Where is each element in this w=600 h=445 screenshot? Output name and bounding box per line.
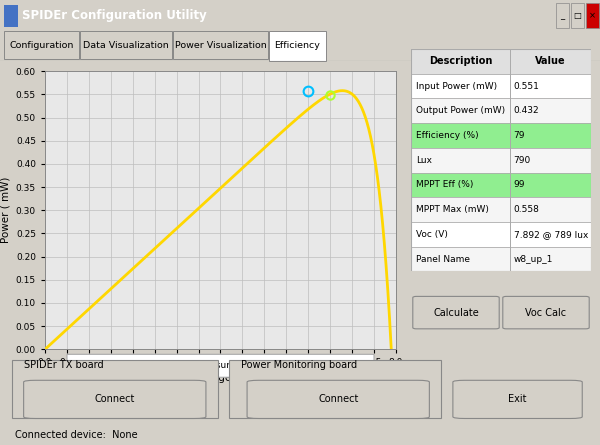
Text: 790: 790 xyxy=(514,156,531,165)
Text: _: _ xyxy=(560,11,565,20)
Bar xyxy=(269,31,326,61)
Bar xyxy=(556,3,569,28)
FancyBboxPatch shape xyxy=(247,380,430,418)
Bar xyxy=(411,222,591,247)
Text: 0.551: 0.551 xyxy=(514,81,539,90)
Text: Measured MPPT: Measured MPPT xyxy=(197,361,268,370)
Text: Input Power (mW): Input Power (mW) xyxy=(416,81,497,90)
Text: Connected device:  None: Connected device: None xyxy=(15,430,137,440)
Text: Data Visualization: Data Visualization xyxy=(83,41,169,50)
Bar xyxy=(411,123,591,148)
FancyBboxPatch shape xyxy=(413,296,499,329)
Text: Power Monitoring board: Power Monitoring board xyxy=(241,360,358,370)
Text: 99: 99 xyxy=(514,180,525,190)
Bar xyxy=(411,148,591,173)
Text: SPIDEr TX board: SPIDEr TX board xyxy=(23,360,103,370)
FancyBboxPatch shape xyxy=(12,360,218,418)
Text: Connect: Connect xyxy=(318,394,358,405)
Bar xyxy=(411,49,591,74)
Bar xyxy=(173,31,268,59)
Bar xyxy=(4,5,18,27)
Text: Description: Description xyxy=(429,57,492,66)
Bar xyxy=(411,173,591,197)
Text: Value: Value xyxy=(535,57,566,66)
Text: Panel Name: Panel Name xyxy=(416,255,470,263)
Text: Exit: Exit xyxy=(508,394,527,405)
Text: SPIDEr Configuration Utility: SPIDEr Configuration Utility xyxy=(22,9,207,22)
Bar xyxy=(411,98,591,123)
Text: Power Visualization: Power Visualization xyxy=(175,41,266,50)
Text: Voc (V): Voc (V) xyxy=(416,230,448,239)
Text: MPPT Eff (%): MPPT Eff (%) xyxy=(416,180,474,190)
Text: 7.892 @ 789 lux: 7.892 @ 789 lux xyxy=(514,230,588,239)
Text: w8_up_1: w8_up_1 xyxy=(514,255,553,263)
FancyBboxPatch shape xyxy=(67,354,374,377)
Text: Calculate: Calculate xyxy=(433,307,479,318)
Y-axis label: Power ( mW): Power ( mW) xyxy=(0,177,10,243)
Text: ×: × xyxy=(589,11,596,20)
Bar xyxy=(571,3,584,28)
Text: MPPT Max (mW): MPPT Max (mW) xyxy=(416,205,489,214)
Text: 79: 79 xyxy=(514,131,525,140)
Text: Efficiency: Efficiency xyxy=(275,41,320,50)
Text: Configuration: Configuration xyxy=(10,41,74,50)
Bar xyxy=(411,247,591,271)
FancyBboxPatch shape xyxy=(453,380,582,418)
Bar xyxy=(586,3,599,28)
Text: □: □ xyxy=(574,11,581,20)
Text: 0.432: 0.432 xyxy=(514,106,539,115)
FancyBboxPatch shape xyxy=(23,380,206,418)
Text: 0.558: 0.558 xyxy=(514,205,539,214)
Text: Efficiency (%): Efficiency (%) xyxy=(416,131,479,140)
Bar xyxy=(411,74,591,98)
Text: Max MPPT: Max MPPT xyxy=(287,361,332,370)
FancyBboxPatch shape xyxy=(229,360,441,418)
X-axis label: Voltage (V): Voltage (V) xyxy=(191,373,250,383)
FancyBboxPatch shape xyxy=(503,296,589,329)
Bar xyxy=(80,31,172,59)
Bar xyxy=(4,31,79,59)
Text: Voc Calc: Voc Calc xyxy=(526,307,566,318)
Text: Ideal MPPT: Ideal MPPT xyxy=(101,361,150,370)
Text: Lux: Lux xyxy=(416,156,433,165)
Text: Output Power (mW): Output Power (mW) xyxy=(416,106,506,115)
Bar xyxy=(411,197,591,222)
Text: Connect: Connect xyxy=(95,394,135,405)
